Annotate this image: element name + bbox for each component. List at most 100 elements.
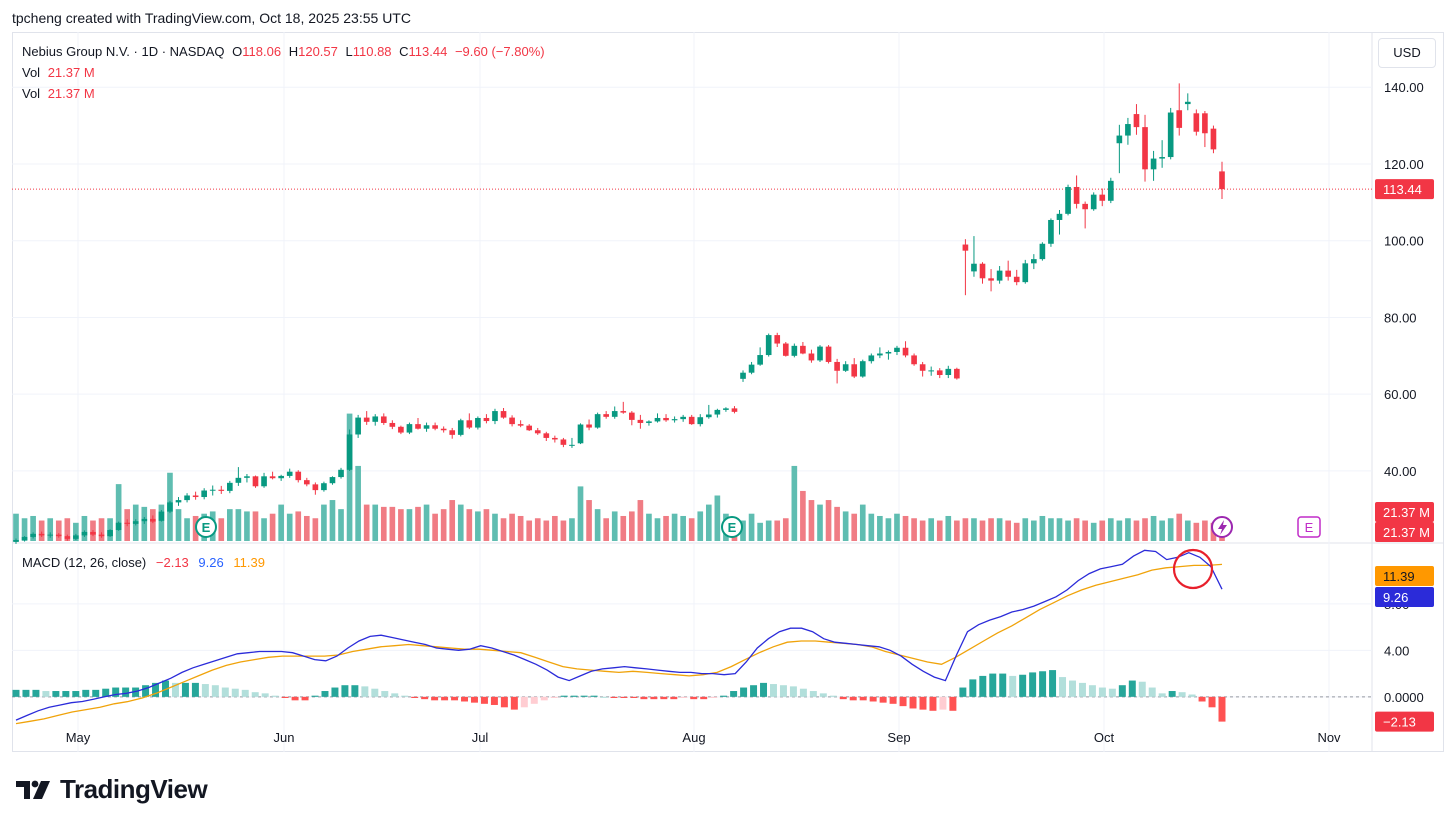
candle-body [723, 408, 729, 410]
volume-bar [996, 518, 1003, 541]
vol-label[interactable]: Vol [22, 86, 41, 101]
macd-value-tag-bg [1375, 587, 1434, 607]
macd-histogram-bar [500, 696, 508, 708]
volume-bar [158, 504, 165, 541]
candle-body [808, 353, 815, 361]
candle-body [800, 345, 806, 354]
vol-label[interactable]: Vol [22, 65, 41, 80]
macd-histogram-bar [660, 696, 668, 700]
macd-value-tag-bg [1375, 711, 1434, 732]
macd-histogram-bar [451, 696, 459, 701]
macd-histogram-bar [421, 696, 429, 700]
volume-bar [859, 504, 866, 541]
candle-body [355, 417, 361, 435]
volume-bar [346, 413, 353, 541]
macd-histogram-bar [540, 696, 548, 701]
candle-body [936, 370, 943, 375]
macd-histogram-bar [610, 696, 618, 698]
candle-body [663, 417, 669, 421]
macd-histogram-bar [191, 682, 199, 697]
crossover-annotation-circle [1172, 548, 1214, 590]
macd-title[interactable]: MACD (12, 26, close) [22, 555, 147, 570]
macd-histogram-bar [231, 688, 239, 697]
macd-signal-value: 11.39 [233, 555, 265, 570]
currency-button[interactable]: USD [1378, 38, 1436, 68]
macd-histogram-bar [650, 696, 658, 700]
macd-histogram-bar [152, 682, 160, 697]
macd-histogram-bar [859, 696, 867, 701]
macd-histogram-bar [281, 696, 289, 698]
volume-bar [1202, 520, 1208, 541]
volume-bar [252, 511, 259, 541]
candle-body [629, 412, 635, 420]
macd-histogram-bar [600, 696, 608, 698]
macd-histogram-bar [371, 688, 379, 697]
macd-histogram-bar [1158, 693, 1166, 697]
volume-bar [449, 500, 456, 541]
price-tick-label: 80.00 [1384, 310, 1417, 325]
candle-body [329, 477, 336, 484]
candle-body [406, 424, 413, 433]
macd-histogram-bar [989, 673, 997, 697]
macd-histogram-bar [311, 695, 319, 697]
macd-histogram-bar [251, 692, 259, 697]
macd-histogram-bar [82, 689, 90, 697]
macd-histogram-bar [560, 695, 568, 697]
macd-histogram-bar [42, 691, 50, 697]
volume-bar [800, 490, 806, 541]
volume-bar [936, 520, 943, 541]
macd-histogram-bar [620, 696, 628, 698]
macd-histogram-bar [570, 695, 578, 697]
macd-histogram-bar [221, 687, 229, 697]
candle-body [64, 536, 71, 539]
volume-bar [457, 504, 464, 541]
volume-bar [1013, 522, 1020, 541]
candle-body [81, 531, 88, 536]
volume-bar [55, 520, 62, 541]
symbol-title[interactable]: Nebius Group N.V. · 1D · NASDAQ [22, 44, 225, 59]
earnings-icon-letter: E [728, 520, 737, 535]
macd-histogram-bar [301, 696, 309, 701]
macd-line [15, 549, 1223, 721]
candle-body [312, 484, 319, 491]
volume-bar [73, 522, 79, 541]
volume-bar [808, 500, 815, 541]
macd-histogram-bar [441, 696, 449, 701]
macd-histogram-bar [1178, 692, 1186, 697]
candle-body [1167, 112, 1174, 158]
volume-legend-1: Vol 21.37 M [22, 65, 95, 80]
volume-bar [877, 515, 883, 541]
candle-body [705, 414, 712, 418]
earnings-icon [721, 516, 743, 538]
candle-body [1202, 113, 1208, 134]
macd-histogram-bar [401, 695, 409, 697]
candle-body [150, 518, 156, 522]
candle-body [1099, 194, 1106, 201]
volume-bar [688, 518, 695, 541]
candle-body [817, 346, 823, 361]
candle-body [500, 411, 507, 418]
lightning-icon-bolt [1218, 520, 1227, 535]
macd-histogram-bar [819, 693, 827, 697]
macd-histogram-bar [730, 691, 738, 697]
volume-bar [1065, 520, 1071, 541]
candle-body [1048, 219, 1054, 244]
candle-body [440, 428, 447, 431]
macd-histogram-bar [1198, 696, 1206, 702]
candle-body [398, 426, 404, 433]
volume-bar [577, 486, 584, 541]
candle-body [979, 263, 986, 279]
candle-body [201, 490, 207, 498]
macd-histogram-bar [1059, 677, 1067, 697]
candle-body [457, 420, 464, 435]
volume-bar [714, 495, 721, 541]
candle-body [235, 477, 242, 483]
candle-body [919, 364, 926, 371]
volume-bar [475, 511, 481, 541]
volume-bar [406, 509, 413, 541]
volume-bar [954, 520, 960, 541]
macd-histogram-bar [181, 682, 189, 697]
candle-body [1005, 270, 1011, 277]
candle-body [278, 475, 284, 479]
